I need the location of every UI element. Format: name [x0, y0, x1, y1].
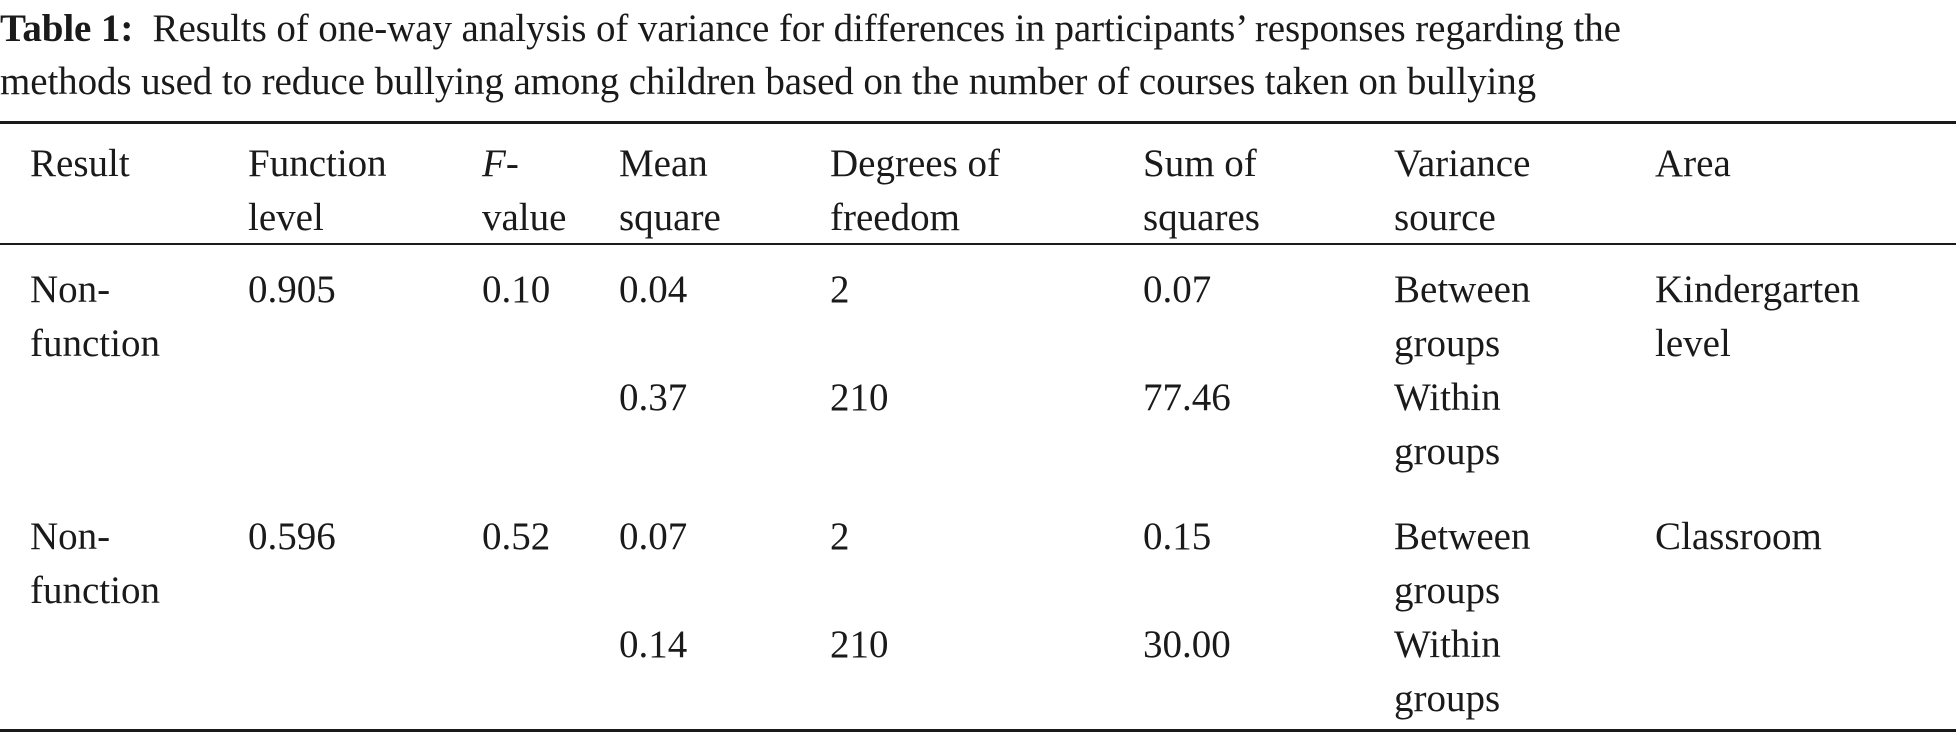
cell-function-level	[248, 371, 482, 492]
cell-function-level: 0.905	[248, 268, 336, 311]
header-row: Result Function level F-value Mean squar…	[0, 124, 1956, 245]
caption-text-line-2: methods used to reduce bullying among ch…	[0, 60, 1537, 103]
header-f-value-rest: -value	[482, 142, 567, 239]
cell-function-level	[248, 618, 482, 739]
header-degrees-of-freedom: Degrees of freedom	[830, 124, 1143, 245]
header-rule	[0, 243, 1956, 245]
cell-sum-of-squares: 0.15	[1143, 515, 1212, 558]
cell-variance-source: Within groups	[1394, 371, 1655, 492]
caption-text-line-1: Results of one-way analysis of variance …	[152, 7, 1621, 50]
cell-variance-source: Between groups	[1394, 245, 1655, 371]
cell-degrees-of-freedom: 210	[830, 623, 889, 666]
cell-mean-square: 0.37	[619, 376, 688, 419]
bottom-rule	[0, 729, 1956, 732]
header-degrees-of-freedom-text: Degrees of freedom	[830, 142, 1000, 239]
cell-degrees-of-freedom: 2	[830, 515, 850, 558]
header-area: Area	[1655, 142, 1731, 185]
header-mean-square-text: Mean square	[619, 142, 721, 239]
cell-result-text: Non-function	[30, 268, 160, 365]
cell-variance-source-text: Between groups	[1394, 268, 1531, 365]
caption-line-1: Table 1: Results of one-way analysis of …	[0, 2, 1956, 55]
cell-result: Non-function	[0, 245, 248, 371]
table-row: Non-function 0.905 0.10 0.04 2 0.07 Betw…	[0, 245, 1956, 371]
table-caption: Table 1: Results of one-way analysis of …	[0, 2, 1956, 108]
header-f-value: F-value	[482, 124, 619, 245]
cell-f-value	[482, 618, 619, 739]
header-function-level: Function level	[248, 124, 482, 245]
cell-degrees-of-freedom: 2	[830, 268, 850, 311]
header-mean-square: Mean square	[619, 124, 830, 245]
cell-area: Kindergarten level	[1655, 245, 1956, 371]
cell-f-value: 0.10	[482, 268, 551, 311]
cell-variance-source-text: Within groups	[1394, 623, 1501, 720]
table-row: Non-function 0.596 0.52 0.07 2 0.15 Betw…	[0, 492, 1956, 618]
cell-area	[1655, 618, 1956, 739]
cell-sum-of-squares: 0.07	[1143, 268, 1212, 311]
cell-result: Non-function	[0, 492, 248, 618]
cell-sum-of-squares: 30.00	[1143, 623, 1231, 666]
table-row: 0.14 210 30.00 Within groups	[0, 618, 1956, 739]
cell-variance-source-text: Within groups	[1394, 376, 1501, 473]
cell-mean-square: 0.14	[619, 623, 688, 666]
header-f-symbol: F	[482, 142, 506, 185]
cell-variance-source-text: Between groups	[1394, 515, 1531, 612]
header-function-level-text: Function level	[248, 142, 387, 239]
cell-sum-of-squares: 77.46	[1143, 376, 1231, 419]
cell-variance-source: Between groups	[1394, 492, 1655, 618]
header-sum-of-squares: Sum of squares	[1143, 124, 1394, 245]
cell-area-text: Kindergarten level	[1655, 268, 1861, 365]
cell-result	[0, 618, 248, 739]
cell-function-level: 0.596	[248, 515, 336, 558]
anova-results-table: Result Function level F-value Mean squar…	[0, 124, 1956, 739]
cell-mean-square: 0.07	[619, 515, 688, 558]
header-result: Result	[30, 142, 130, 185]
cell-f-value	[482, 371, 619, 492]
header-variance-source: Variance source	[1394, 124, 1655, 245]
cell-result	[0, 371, 248, 492]
cell-degrees-of-freedom: 210	[830, 376, 889, 419]
cell-result-text: Non-function	[30, 515, 160, 612]
cell-f-value: 0.52	[482, 515, 551, 558]
top-rule	[0, 121, 1956, 124]
header-sum-of-squares-text: Sum of squares	[1143, 142, 1260, 239]
caption-label: Table 1:	[0, 7, 134, 50]
table-row: 0.37 210 77.46 Within groups	[0, 371, 1956, 492]
header-variance-source-text: Variance source	[1394, 142, 1531, 239]
cell-mean-square: 0.04	[619, 268, 688, 311]
cell-area: Classroom	[1655, 515, 1822, 558]
cell-variance-source: Within groups	[1394, 618, 1655, 739]
cell-area	[1655, 371, 1956, 492]
